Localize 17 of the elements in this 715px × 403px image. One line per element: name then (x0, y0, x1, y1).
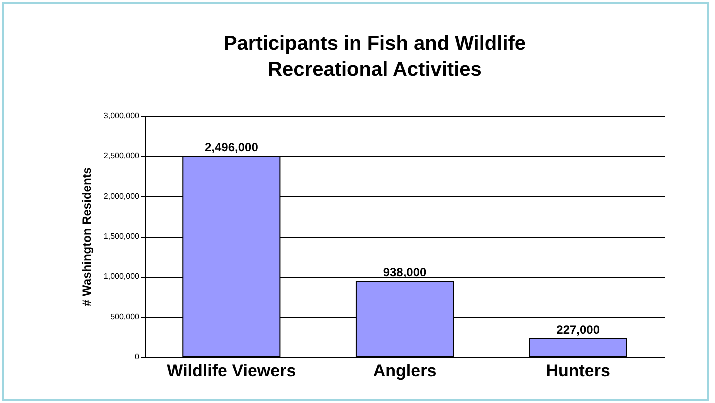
y-tick-label: 2,500,000 (104, 152, 140, 161)
text: Participants in Fish and Wildlife (224, 33, 526, 55)
bar (529, 338, 628, 358)
y-tick-label: 1,000,000 (104, 272, 140, 282)
data-label: 227,000 (556, 322, 600, 337)
data-label: 938,000 (383, 266, 428, 280)
x-tick-label: Anglers (373, 362, 437, 380)
y-tick-label: 0 (135, 352, 140, 362)
y-tick-label: 1,500,000 (104, 232, 140, 241)
y-tick-label: 500,000 (110, 312, 140, 322)
y-tick-label: 2,000,000 (104, 192, 140, 201)
x-tick-label: Wildlife Viewers (167, 362, 296, 380)
y-axis-title: # Washington Residents (80, 167, 94, 306)
text: Recreational Activities (268, 59, 482, 81)
y-tick-label: 3,000,000 (104, 112, 140, 120)
x-tick-label: Hunters (546, 362, 610, 380)
data-label: 2,496,000 (204, 140, 259, 154)
